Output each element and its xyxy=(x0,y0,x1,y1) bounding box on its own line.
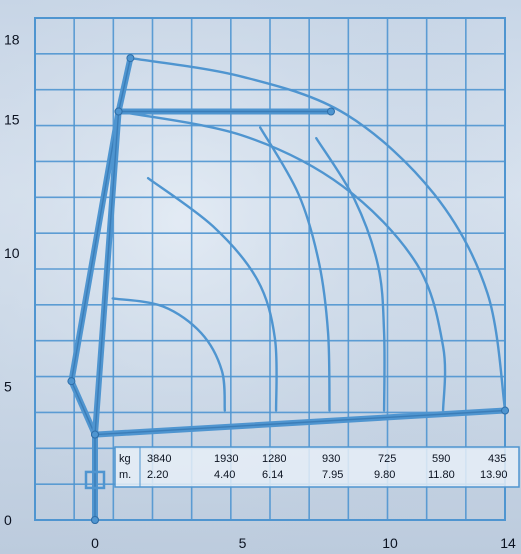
x-tick-label: 5 xyxy=(239,535,247,551)
crane-base xyxy=(84,470,106,490)
x-tick-label: 14 xyxy=(500,535,516,551)
y-tick-label: 0 xyxy=(4,512,12,528)
load-table-m-5: 9.80 xyxy=(374,469,395,481)
load-table-unit-kg: kg xyxy=(119,453,131,465)
capacity-arc xyxy=(129,56,507,412)
load-table-m-6: 11.80 xyxy=(428,469,455,481)
y-tick-label: 5 xyxy=(4,379,12,395)
y-tick-label: 15 xyxy=(4,112,20,128)
capacity-arcs xyxy=(111,56,507,412)
x-tick-label: 0 xyxy=(91,535,99,551)
load-table-kg-5: 725 xyxy=(378,453,396,465)
load-table: kg m. 3840 1930 1280 930 725 590 435 2.2… xyxy=(114,446,520,488)
capacity-arc xyxy=(259,126,331,412)
boom-joint xyxy=(67,377,76,386)
boom-joint xyxy=(91,430,99,439)
load-table-m-7: 13.90 xyxy=(480,469,508,481)
boom-positions xyxy=(67,54,510,524)
load-table-kg-4: 930 xyxy=(322,453,340,465)
load-table-m-3: 6.14 xyxy=(262,469,283,481)
capacity-arc xyxy=(315,137,386,412)
boom-joint xyxy=(126,54,135,63)
capacity-arc xyxy=(117,110,447,412)
load-table-kg-7: 435 xyxy=(488,453,506,465)
capacity-arc xyxy=(111,297,226,412)
load-table-kg-6: 590 xyxy=(432,453,450,465)
boom-joint xyxy=(114,107,123,116)
load-table-m-4: 7.95 xyxy=(322,469,343,481)
x-tick-label: 10 xyxy=(382,535,398,551)
y-tick-label: 10 xyxy=(4,245,20,261)
load-table-m-1: 2.20 xyxy=(147,469,168,481)
boom-joint xyxy=(91,516,99,524)
boom-joint xyxy=(327,107,335,116)
load-table-kg-3: 1280 xyxy=(262,453,286,465)
boom-joint xyxy=(501,406,510,415)
y-axis: 0 5 10 15 18 xyxy=(4,31,20,528)
x-axis: 0 5 10 14 xyxy=(91,535,516,551)
grid xyxy=(34,17,506,521)
capacity-arc xyxy=(146,177,278,412)
load-table-kg-1: 3840 xyxy=(147,453,171,465)
load-table-kg-2: 1930 xyxy=(214,453,238,465)
load-table-box xyxy=(114,446,520,488)
load-table-unit-m: m. xyxy=(119,469,131,481)
load-table-m-2: 4.40 xyxy=(214,469,235,481)
y-tick-label: 18 xyxy=(4,31,20,47)
